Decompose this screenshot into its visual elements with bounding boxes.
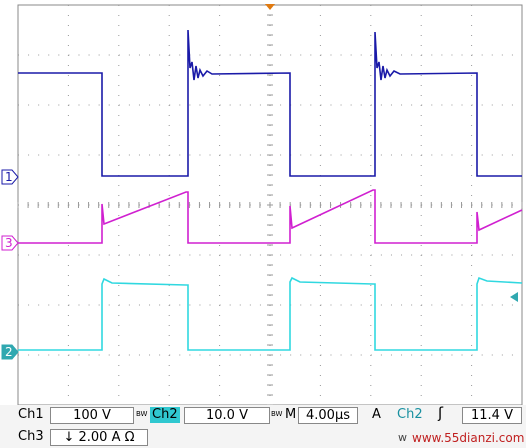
- ch2-scale: 10.0 V: [184, 407, 270, 424]
- bw2: BW: [271, 410, 283, 418]
- bw1: BW: [136, 410, 148, 418]
- trigger-level: 11.4 V: [462, 407, 522, 424]
- ch3-scale: ↓ 2.00 A Ω: [50, 429, 148, 446]
- ch2-marker-label: 2: [5, 345, 13, 359]
- ch1-trace: [18, 29, 522, 177]
- ch3-marker: [1, 235, 19, 251]
- ch1-marker-label: 1: [5, 170, 13, 184]
- trigger-label: A: [372, 407, 381, 422]
- time-label: M: [285, 407, 297, 422]
- watermark-prefix: w: [398, 431, 407, 444]
- ch3-label: Ch3: [18, 429, 44, 444]
- watermark: www.55dianzi.com: [412, 431, 525, 445]
- ch2-marker: [1, 344, 19, 360]
- trigger-source: Ch2: [397, 407, 423, 422]
- time-scale: 4.00µs: [298, 407, 358, 424]
- ch3-marker-label: 3: [5, 236, 13, 250]
- trigger-slope: ʃ: [438, 404, 444, 422]
- graticule: [17, 4, 523, 406]
- ch1-scale: 100 V: [50, 407, 134, 424]
- trigger-level-marker: [510, 292, 518, 302]
- ch2-label: Ch2: [150, 407, 180, 423]
- ch1-marker: [1, 169, 19, 185]
- ch3-trace: [18, 189, 523, 244]
- ch1-label: Ch1: [18, 407, 44, 422]
- trigger-position: [265, 4, 275, 10]
- ch2-trace: [18, 276, 523, 351]
